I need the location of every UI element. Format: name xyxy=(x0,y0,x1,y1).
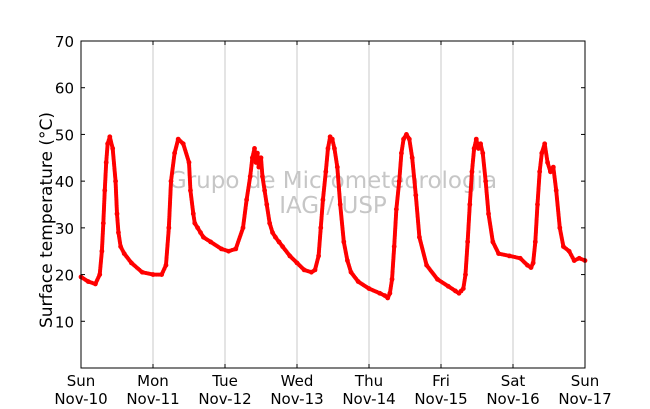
x-tick-label-day: Wed xyxy=(281,372,314,390)
y-tick-label: 70 xyxy=(55,33,74,51)
x-tick-label-day: Tue xyxy=(211,372,238,390)
watermark-line2: IAG / USP xyxy=(279,193,387,219)
plot-frame xyxy=(80,40,586,369)
temperature-points xyxy=(78,132,588,301)
watermark: Grupo de Micrometeorologia IAG / USP xyxy=(169,168,497,219)
y-tick-label: 40 xyxy=(55,173,74,191)
y-tick-label: 20 xyxy=(55,267,74,285)
y-tick-label: 60 xyxy=(55,80,74,98)
x-tick-label-date: Nov-11 xyxy=(126,390,179,408)
x-tick-label-day: Fri xyxy=(432,372,450,390)
x-tick-label-date: Nov-17 xyxy=(558,390,611,408)
y-axis-label: Surface temperature (°C) xyxy=(37,112,57,328)
x-tick-label-date: Nov-13 xyxy=(270,390,323,408)
x-tick-label-day: Sat xyxy=(501,372,526,390)
x-tick-label-date: Nov-10 xyxy=(54,390,107,408)
x-tick-label-day: Thu xyxy=(354,372,383,390)
x-tick-label-date: Nov-12 xyxy=(198,390,251,408)
x-tick-label-date: Nov-15 xyxy=(414,390,467,408)
x-tick-label-date: Nov-16 xyxy=(486,390,539,408)
x-tick-label-day: Sun xyxy=(571,372,600,390)
x-tick-label-day: Sun xyxy=(67,372,96,390)
y-axis-ticks: 10 20 30 40 50 60 70 xyxy=(55,33,585,331)
x-tick-label-date: Nov-14 xyxy=(342,390,395,408)
y-tick-label: 50 xyxy=(55,126,74,144)
day-gridlines xyxy=(152,41,514,368)
x-tick-label-day: Mon xyxy=(137,372,169,390)
x-axis-ticks: SunNov-10MonNov-11TueNov-12WedNov-13ThuN… xyxy=(54,41,612,408)
y-tick-label: 10 xyxy=(55,313,74,331)
watermark-line1: Grupo de Micrometeorologia xyxy=(169,168,497,194)
y-tick-label: 30 xyxy=(55,220,74,238)
